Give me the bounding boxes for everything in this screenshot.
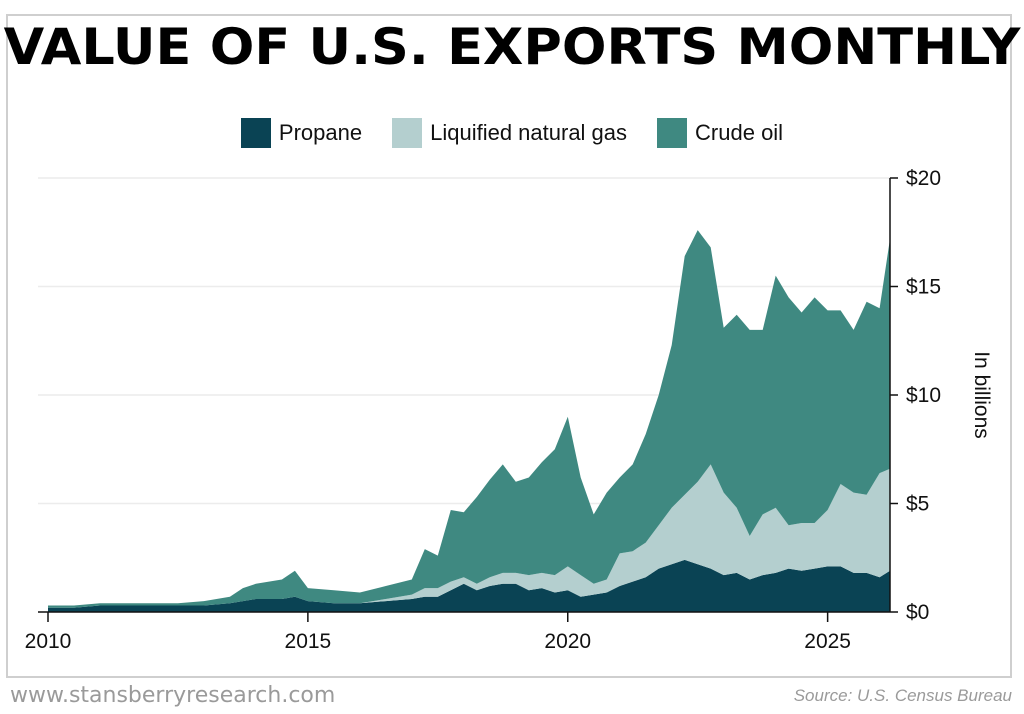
legend-swatch-lng: [392, 118, 423, 148]
y-axis-label: In billions: [970, 351, 993, 439]
legend-item-crude-oil: Crude oil: [657, 118, 783, 148]
area-series-liquified-natural-gas: [48, 464, 890, 608]
chart-title: VALUE OF U.S. EXPORTS MONTHLY: [3, 18, 1021, 76]
y-tick-label-2: $10: [906, 384, 941, 407]
y-tick-label-3: $15: [906, 276, 941, 299]
area-series-propane: [48, 559, 890, 612]
legend-label-propane: Propane: [278, 120, 363, 145]
y-tick-label-1: $5: [906, 493, 929, 516]
footer-source: Source: U.S. Census Bureau: [793, 686, 1012, 705]
axes: $0 $5 $10 $15 $20 2010 2015 2020 2025: [25, 167, 941, 653]
legend-swatch-crude-oil: [657, 118, 688, 148]
legend-label-lng: Liquified natural gas: [430, 120, 628, 145]
x-tick-label-1: 2015: [285, 630, 332, 653]
legend: Propane Liquified natural gas Crude oil: [0, 118, 1024, 148]
series-areas: [48, 230, 890, 612]
y-tick-label-0: $0: [906, 601, 929, 624]
y-tick-label-4: $20: [906, 167, 941, 190]
legend-label-crude-oil: Crude oil: [695, 120, 784, 145]
legend-swatch-propane: [240, 118, 271, 148]
legend-item-lng: Liquified natural gas: [392, 118, 627, 148]
area-series-crude-oil: [48, 230, 890, 608]
legend-item-propane: Propane: [240, 118, 363, 148]
x-tick-label-2: 2020: [544, 630, 591, 653]
x-tick-label-0: 2010: [25, 630, 72, 653]
footer-website: www.stansberryresearch.com: [10, 683, 336, 708]
x-tick-label-3: 2025: [804, 630, 851, 653]
